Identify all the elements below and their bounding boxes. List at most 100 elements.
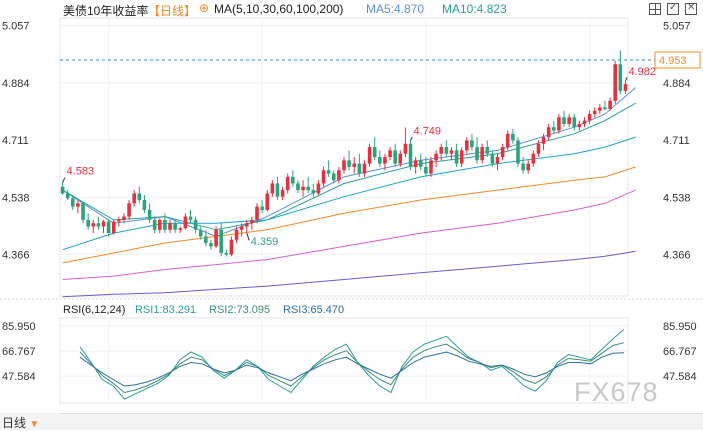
candle xyxy=(362,160,367,177)
candle xyxy=(357,153,362,177)
candle xyxy=(285,173,290,194)
candle-body xyxy=(137,193,142,201)
candle-body xyxy=(511,133,515,141)
candle-body xyxy=(521,163,525,171)
candle-body xyxy=(444,147,449,154)
period-selector[interactable]: 日线 ▼ xyxy=(2,414,39,431)
candle xyxy=(275,176,280,201)
candle-body xyxy=(65,193,70,199)
candle xyxy=(424,157,428,177)
candle xyxy=(198,226,203,240)
candle-body xyxy=(362,163,367,174)
candle-body xyxy=(505,133,510,148)
candle xyxy=(111,219,116,235)
candle xyxy=(603,100,607,111)
close-icon[interactable]: ✕ xyxy=(685,2,697,15)
candle xyxy=(147,203,152,224)
candle xyxy=(552,120,556,134)
candle-body xyxy=(168,223,172,230)
candle-body xyxy=(183,216,188,229)
candle-body xyxy=(101,221,106,227)
candle-body xyxy=(224,252,229,255)
checkbox-icon[interactable]: ✓ xyxy=(667,2,679,15)
candle-body xyxy=(372,147,377,157)
rsi-panel-frame xyxy=(59,317,629,404)
candle-body xyxy=(536,143,541,154)
candle-body xyxy=(500,147,505,157)
candle xyxy=(321,166,326,187)
candle-body xyxy=(398,153,403,164)
rsi1-value: RSI1:83.291 xyxy=(135,304,197,316)
candle-body xyxy=(321,170,326,184)
price-tick-right: 4.884 xyxy=(663,78,691,90)
ma-label: MA(5,10,30,60,100,200) xyxy=(214,2,344,16)
rsi3-value: RSI3:65.470 xyxy=(283,304,345,316)
candle-body xyxy=(173,223,177,230)
candle-body xyxy=(388,150,392,157)
candle-body xyxy=(270,183,275,194)
candle-body xyxy=(147,209,152,220)
candle xyxy=(65,190,70,201)
annotation-pointer xyxy=(410,136,413,141)
candle-body xyxy=(618,64,623,91)
candle-body xyxy=(152,219,157,230)
candle xyxy=(541,133,546,151)
candle xyxy=(444,140,449,157)
candle-body xyxy=(598,107,602,111)
rsi-line-rsi1 xyxy=(79,329,625,400)
candle xyxy=(60,182,65,196)
candle-body xyxy=(157,219,162,230)
annotation-high: 4.982 xyxy=(628,66,656,78)
candle-body xyxy=(342,160,346,171)
candle xyxy=(117,216,121,227)
candle-body xyxy=(439,147,444,154)
candle xyxy=(613,61,617,105)
candle-body xyxy=(275,183,280,197)
candle-body xyxy=(301,186,305,191)
candle-body xyxy=(557,117,561,131)
price-tick-right: 4.366 xyxy=(663,249,691,261)
candle xyxy=(572,113,577,131)
candle xyxy=(557,113,561,134)
candle xyxy=(209,239,213,250)
candle xyxy=(608,97,612,111)
settings-icon[interactable]: ⊕ xyxy=(199,1,210,15)
candlesticks xyxy=(60,50,628,257)
candle-body xyxy=(608,100,612,110)
candle xyxy=(301,180,305,197)
candle-body xyxy=(255,206,259,220)
candle xyxy=(127,200,131,220)
price-tick-left: 4.711 xyxy=(2,135,29,147)
candle xyxy=(352,157,357,174)
ma10-value: MA10:4.823 xyxy=(442,2,507,16)
candle-body xyxy=(214,229,218,247)
grid xyxy=(0,17,703,404)
annotation-mid_high: 4.749 xyxy=(414,125,442,137)
candle xyxy=(347,150,351,171)
candle xyxy=(526,160,531,174)
candle-body xyxy=(418,160,423,167)
grid-view-icon[interactable] xyxy=(649,3,661,15)
candle xyxy=(183,213,188,230)
candle xyxy=(163,213,167,234)
candle xyxy=(234,226,239,244)
candle xyxy=(516,137,520,167)
candle-body xyxy=(552,127,556,131)
candle-body xyxy=(71,198,75,207)
candle xyxy=(101,219,106,234)
candle xyxy=(511,128,515,144)
candle xyxy=(388,147,392,161)
candle-body xyxy=(424,166,428,174)
rsi-tick-right: 85.950 xyxy=(663,321,697,333)
candle xyxy=(418,153,423,171)
candle xyxy=(142,195,147,214)
candle-body xyxy=(459,150,464,164)
candle-body xyxy=(188,216,193,220)
candle xyxy=(152,216,157,234)
candle xyxy=(132,190,136,207)
candle-body xyxy=(480,147,484,161)
candle xyxy=(260,200,264,214)
candle-body xyxy=(337,170,341,181)
period-tag[interactable]: 【日线】 xyxy=(148,4,197,18)
candle xyxy=(250,216,254,230)
